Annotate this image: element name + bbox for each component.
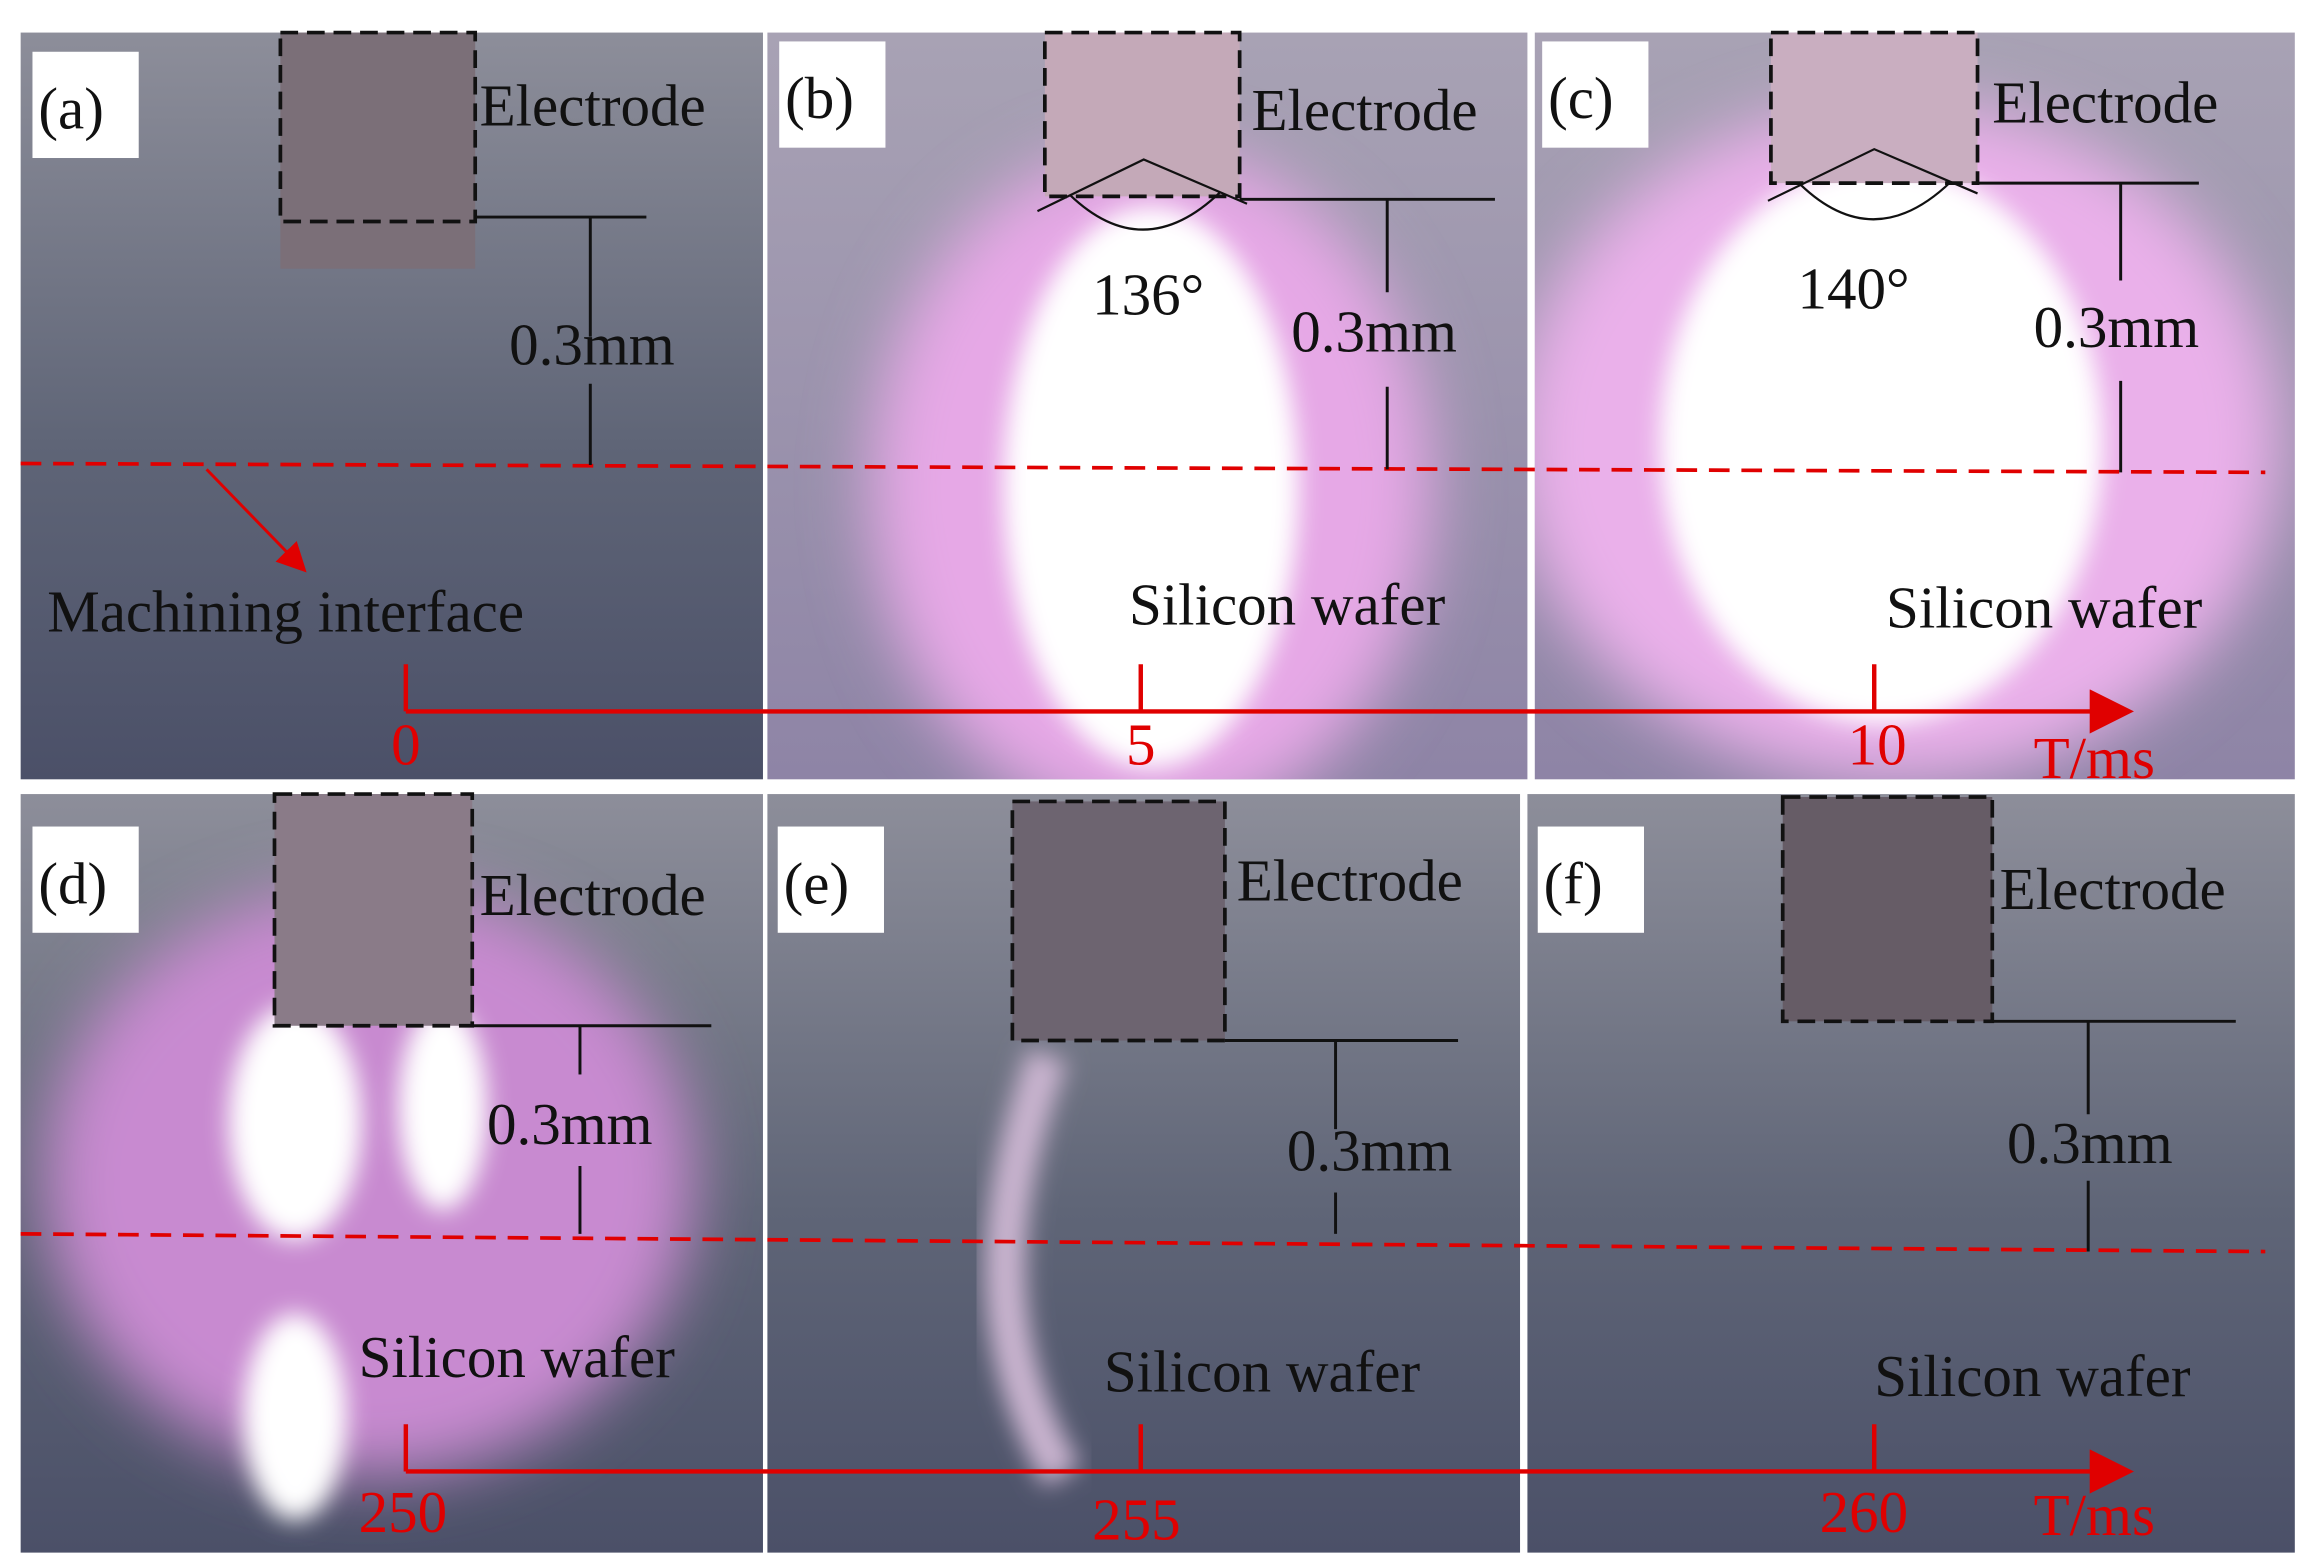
time-tick-label: 5: [1126, 712, 1156, 778]
interface-line: [20, 461, 2266, 475]
panel-label: (e): [784, 850, 850, 916]
label-bg: [32, 51, 139, 159]
wafer-label: Silicon wafer: [1886, 574, 2203, 640]
wafer-label: Silicon wafer: [1874, 1343, 2191, 1409]
label-bg: [32, 826, 139, 933]
electrode-label: Electrode: [480, 73, 706, 139]
label-bg: [1537, 826, 1645, 933]
gap-label: 0.3mm: [2007, 1110, 2173, 1176]
wafer-label: Silicon wafer: [1104, 1339, 1421, 1405]
panel-label: (d): [38, 850, 107, 916]
electrode-label: Electrode: [1251, 77, 1477, 143]
panel-label: (c): [1548, 65, 1614, 131]
electrode-label: Electrode: [2000, 856, 2226, 922]
electrode-label: Electrode: [480, 862, 706, 928]
gap-label: 0.3mm: [509, 312, 675, 378]
angle-lines: [1767, 147, 1978, 202]
label-bg: [777, 826, 884, 933]
angle-label: 136°: [1092, 261, 1204, 327]
interface-arrow: [205, 468, 307, 573]
gap-label: 0.3mm: [1287, 1117, 1453, 1183]
time-tick-label: 255: [1092, 1486, 1181, 1552]
angle-lines: [1036, 158, 1248, 213]
electrode-box: [1042, 30, 1242, 199]
annotations: (a) Electrode 0.3mm Machining interface (b) E…: [20, 30, 2266, 1552]
time-tick-label: 0: [391, 712, 421, 778]
time-tick-label: 260: [1820, 1479, 1909, 1545]
electrode-box: [278, 30, 478, 224]
time-tick-label: 10: [1848, 712, 1907, 778]
wafer-label: Silicon wafer: [359, 1324, 676, 1390]
label-bg: [779, 41, 886, 148]
angle-arc: [1799, 180, 1952, 221]
time-tick-label: 250: [359, 1479, 448, 1545]
label-bg: [1542, 41, 1649, 148]
gap-label: 0.3mm: [2034, 294, 2200, 360]
electrode-box: [1780, 795, 1995, 1024]
panel-label: (b): [785, 65, 854, 131]
electrode-label: Electrode: [1992, 70, 2218, 136]
interface-line: [20, 1232, 2266, 1254]
wafer-label: Silicon wafer: [1129, 571, 1446, 637]
angle-arc: [1069, 191, 1222, 231]
electrode-box: [1769, 30, 1980, 185]
photos: [20, 32, 2295, 1553]
panel-label: (f): [1544, 850, 1603, 916]
gap-label: 0.3mm: [487, 1091, 653, 1157]
time-unit: T/ms: [2034, 725, 2155, 791]
electrode-box: [1010, 799, 1227, 1043]
interface-label: Machining interface: [47, 579, 524, 645]
electrode-label: Electrode: [1237, 847, 1463, 913]
angle-label: 140°: [1797, 256, 1909, 322]
time-unit: T/ms: [2034, 1482, 2155, 1548]
gap-label: 0.3mm: [1291, 298, 1457, 364]
panel-label: (a): [38, 75, 104, 141]
